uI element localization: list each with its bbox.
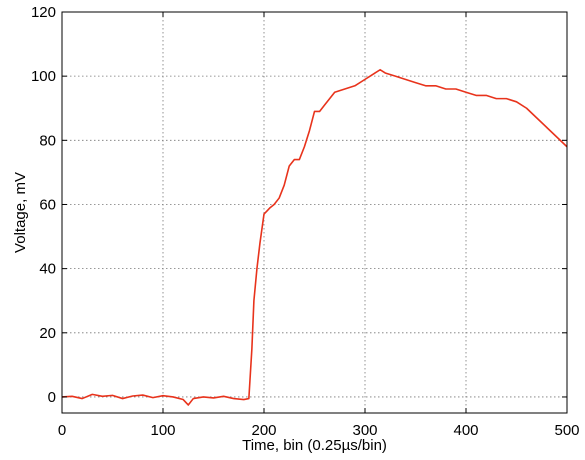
y-tick-label: 100: [31, 68, 56, 85]
y-tick-label: 80: [39, 132, 56, 149]
y-axis-title: Voltage, mV: [12, 172, 29, 253]
grid: [62, 12, 567, 413]
y-tick-label: 40: [39, 261, 56, 278]
x-tick-label: 400: [453, 422, 478, 439]
series-layer: [62, 70, 567, 405]
plot-frame: [62, 12, 567, 413]
y-tick-label: 120: [31, 4, 56, 21]
x-tick-label: 0: [58, 422, 66, 439]
x-tick-label: 100: [150, 422, 175, 439]
y-tick-label: 20: [39, 325, 56, 342]
x-tick-label: 500: [554, 422, 579, 439]
x-axis-title: Time, bin (0.25µs/bin): [242, 437, 387, 454]
y-tick-label: 60: [39, 196, 56, 213]
y-tick-label: 0: [48, 389, 56, 406]
series-line: [62, 70, 567, 405]
